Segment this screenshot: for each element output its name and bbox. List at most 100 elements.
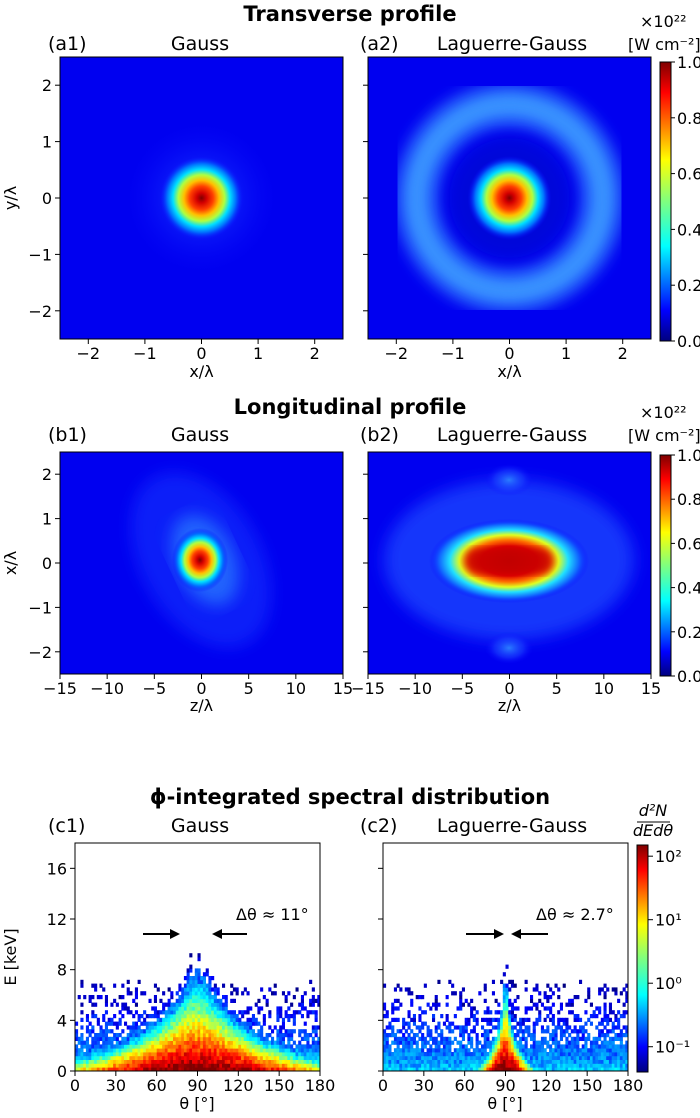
histogram-bin [178, 995, 182, 1000]
histogram-bin [579, 1067, 583, 1072]
histogram-bin [306, 1010, 310, 1015]
histogram-bin [227, 1063, 231, 1068]
histogram-bin [549, 1044, 553, 1049]
histogram-bin [134, 1044, 138, 1049]
histogram-bin [546, 998, 550, 1003]
histogram-bin [129, 1044, 133, 1049]
histogram-bin [200, 1010, 204, 1015]
histogram-bin [459, 1059, 463, 1064]
histogram-bin [200, 991, 204, 996]
histogram-bin [205, 1044, 209, 1049]
histogram-bin [110, 1044, 114, 1049]
histogram-bin [516, 1063, 520, 1068]
histogram-bin [208, 1052, 212, 1057]
histogram-bin [510, 983, 514, 988]
xtick-label: −10 [398, 679, 432, 698]
histogram-bin [554, 1063, 558, 1068]
histogram-bin [254, 1021, 258, 1026]
histogram-bin [230, 1036, 234, 1041]
histogram-bin [600, 1055, 604, 1060]
histogram-bin [99, 1055, 103, 1060]
histogram-bin [99, 1036, 103, 1041]
histogram-bin [186, 1029, 190, 1034]
histogram-bin [113, 1052, 117, 1057]
histogram-bin [399, 1048, 403, 1053]
histogram-bin [306, 1036, 310, 1041]
histogram-bin [99, 1052, 103, 1057]
histogram-bin [170, 1048, 174, 1053]
histogram-bin [464, 1052, 468, 1057]
histogram-bin [581, 1067, 585, 1072]
histogram-bin [118, 1063, 122, 1068]
histogram-bin [224, 1025, 228, 1030]
histogram-bin [94, 1036, 98, 1041]
histogram-bin [219, 1048, 223, 1053]
histogram-bin [589, 1014, 593, 1019]
xtick-label: −5 [451, 679, 475, 698]
histogram-bin [521, 1067, 525, 1072]
histogram-bin [222, 1044, 226, 1049]
histogram-bin [181, 991, 185, 996]
histogram-bin [527, 1059, 531, 1064]
histogram-bin [608, 1052, 612, 1057]
histogram-bin [107, 1029, 111, 1034]
histogram-bin [145, 1048, 149, 1053]
histogram-bin [521, 1048, 525, 1053]
histogram-bin [603, 1006, 607, 1011]
histogram-bin [317, 1052, 321, 1057]
histogram-bin [216, 1033, 220, 1038]
histogram-bin [508, 1063, 512, 1068]
histogram-bin [186, 968, 190, 973]
histogram-bin [143, 1055, 147, 1060]
histogram-bin [497, 1044, 501, 1049]
histogram-bin [445, 1002, 449, 1007]
histogram-bin [164, 1029, 168, 1034]
histogram-bin [453, 1014, 457, 1019]
histogram-bin [153, 983, 157, 988]
histogram-bin [532, 1052, 536, 1057]
histogram-bin [159, 1036, 163, 1041]
histogram-bin [619, 991, 623, 996]
histogram-bin [200, 995, 204, 1000]
histogram-bin [298, 1055, 302, 1060]
histogram-bin [311, 998, 315, 1003]
histogram-bin [126, 1025, 130, 1030]
histogram-bin [271, 1067, 275, 1072]
histogram-bin [192, 1010, 196, 1015]
histogram-bin [200, 1006, 204, 1011]
histogram-bin [429, 1006, 433, 1011]
histogram-bin [121, 1067, 125, 1072]
histogram-bin [300, 1067, 304, 1072]
histogram-bin [208, 1006, 212, 1011]
histogram-bin [290, 1052, 294, 1057]
histogram-bin [611, 987, 615, 992]
histogram-bin [200, 1044, 204, 1049]
histogram-bin [222, 1059, 226, 1064]
histogram-bin [622, 1059, 626, 1064]
histogram-bin [524, 1036, 528, 1041]
histogram-bin [611, 1029, 615, 1034]
histogram-bin [570, 1059, 574, 1064]
histogram-bin [162, 1010, 166, 1015]
histogram-bin [311, 1044, 315, 1049]
histogram-bin [598, 1067, 602, 1072]
histogram-bin [410, 1040, 414, 1045]
colorbar-tick-label: 10² [655, 847, 682, 866]
histogram-bin [595, 1025, 599, 1030]
histogram-bin [192, 1002, 196, 1007]
histogram-bin [129, 1067, 133, 1072]
histogram-bin [224, 1044, 228, 1049]
xtick-label: 90 [495, 1076, 515, 1095]
row-title-transverse: Transverse profile [243, 2, 456, 26]
histogram-bin [475, 1052, 479, 1057]
histogram-bin [276, 1052, 280, 1057]
histogram-bin [481, 1055, 485, 1060]
histogram-bin [290, 1036, 294, 1041]
histogram-bin [592, 1059, 596, 1064]
histogram-bin [143, 1040, 147, 1045]
histogram-bin [535, 1017, 539, 1022]
histogram-bin [197, 976, 201, 981]
heatmap-ring-core-a2 [408, 97, 611, 299]
histogram-bin [595, 1052, 599, 1057]
histogram-bin [192, 1021, 196, 1026]
